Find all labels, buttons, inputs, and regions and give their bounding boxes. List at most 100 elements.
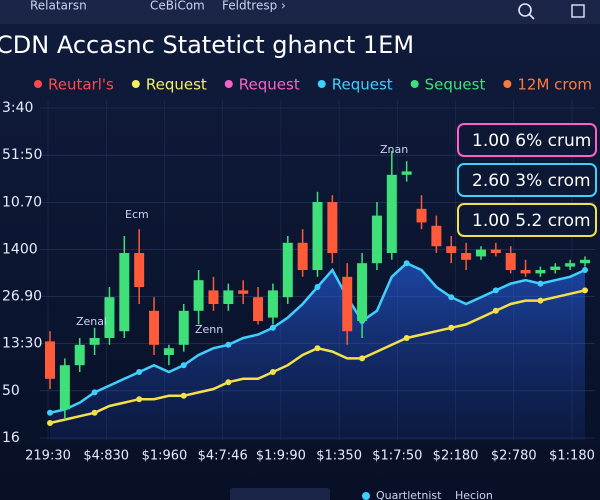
candle-body [193, 280, 204, 311]
candle-body [461, 253, 472, 260]
y-axis-label: 3:40 [2, 100, 33, 116]
candle-body [59, 365, 70, 410]
x-axis-label: $1:7:50 [372, 449, 422, 464]
line-point [537, 280, 544, 287]
legend-label: Reutarl's [48, 76, 114, 94]
candle-body [208, 290, 219, 304]
line-point [492, 287, 499, 294]
candle-body [74, 344, 85, 366]
chart-title: CDN Accasnc Statetict ghanct 1EM [0, 31, 414, 59]
legend-label: Request [239, 76, 300, 94]
x-axis-label: $1:960 [142, 449, 188, 464]
legend-swatch [224, 80, 233, 88]
line-point [136, 369, 143, 375]
candle-body [163, 348, 174, 355]
tab[interactable]: CeBiCom [150, 0, 205, 13]
line-point [180, 392, 187, 399]
line-point [314, 345, 321, 352]
line-point [582, 287, 588, 294]
search-icon[interactable] [518, 3, 535, 20]
annotation-text: 1.00 6% crum [472, 131, 591, 151]
line-point [269, 324, 276, 331]
candle-body [104, 297, 115, 338]
note: Zenal [76, 315, 107, 328]
legend-label: Request [146, 76, 207, 94]
x-axis-label: 219:30 [25, 449, 71, 464]
candle-body [149, 310, 160, 345]
candle-body [282, 242, 293, 298]
candle-body [475, 249, 486, 257]
candle-body [178, 310, 189, 345]
candle-body [520, 270, 531, 274]
candle-body [238, 290, 249, 294]
line-point [91, 409, 98, 416]
line-point [403, 260, 410, 267]
line-point [47, 420, 53, 426]
y-axis-label: 1400 [2, 241, 38, 257]
legend-label: Sequest [425, 76, 486, 94]
line-point [448, 324, 455, 331]
candle-body [253, 297, 264, 321]
candle-body [416, 208, 427, 223]
legend-swatch [34, 80, 42, 88]
line-point [582, 267, 588, 273]
y-axis-label: 26.90 [2, 289, 42, 305]
candle-body [267, 290, 278, 318]
candle-body [580, 259, 590, 264]
legend-swatch [503, 80, 512, 88]
line-point [180, 362, 187, 369]
line-point [136, 396, 143, 403]
annotation-box [457, 163, 597, 197]
legend-label: 12M crom [517, 76, 592, 94]
tab[interactable]: Relatarsn [30, 0, 87, 13]
legend-swatch [317, 80, 326, 88]
candle-body [45, 341, 55, 379]
x-axis-label: $4:7:46 [198, 449, 248, 464]
annotation-text: 1.00 5.2 crom [472, 211, 591, 231]
candle-body [401, 171, 412, 175]
line-point [225, 341, 232, 348]
candle-body [89, 338, 100, 345]
x-axis-label: $1:9:90 [256, 449, 306, 464]
line-point [225, 379, 232, 386]
menu-icon[interactable] [571, 4, 585, 18]
legend-swatch [131, 80, 140, 88]
candle-body [342, 276, 353, 332]
legend-swatch [410, 80, 419, 88]
line-point [269, 369, 276, 375]
candle-body [431, 225, 442, 247]
annotation-box [457, 123, 597, 157]
line-point [403, 335, 410, 341]
x-axis-label: $2:180 [433, 449, 479, 464]
x-axis-label: $4:830 [83, 449, 129, 464]
line-point [91, 389, 98, 396]
candle-body [446, 246, 457, 253]
candle-body [327, 202, 338, 253]
candle-body [535, 270, 546, 274]
line-point [359, 355, 366, 362]
y-axis-label: 50 [2, 383, 20, 399]
line-point [537, 297, 544, 304]
toolbar [0, 0, 600, 24]
y-axis-label: 10.70 [2, 194, 42, 210]
note: Zenn [195, 323, 223, 336]
line-point [448, 294, 455, 301]
footer-tab[interactable] [230, 488, 330, 500]
candle-body [312, 202, 323, 270]
note: Znan [380, 143, 408, 156]
note: Ecm [125, 208, 149, 221]
line-point [314, 284, 321, 290]
candle-body [223, 290, 234, 304]
candle-body [490, 249, 501, 253]
candle-body [357, 263, 368, 321]
y-axis-label: 51:50 [2, 147, 42, 163]
candle-body [119, 253, 130, 332]
y-axis-label: 13:30 [2, 336, 42, 352]
x-axis-label: $2:780 [491, 449, 537, 464]
candle-body [386, 174, 397, 253]
candle-body [134, 253, 145, 287]
footer-text: Hecion [455, 489, 493, 500]
tab[interactable]: Feldtresp › [222, 0, 286, 13]
candle-body [550, 266, 561, 270]
